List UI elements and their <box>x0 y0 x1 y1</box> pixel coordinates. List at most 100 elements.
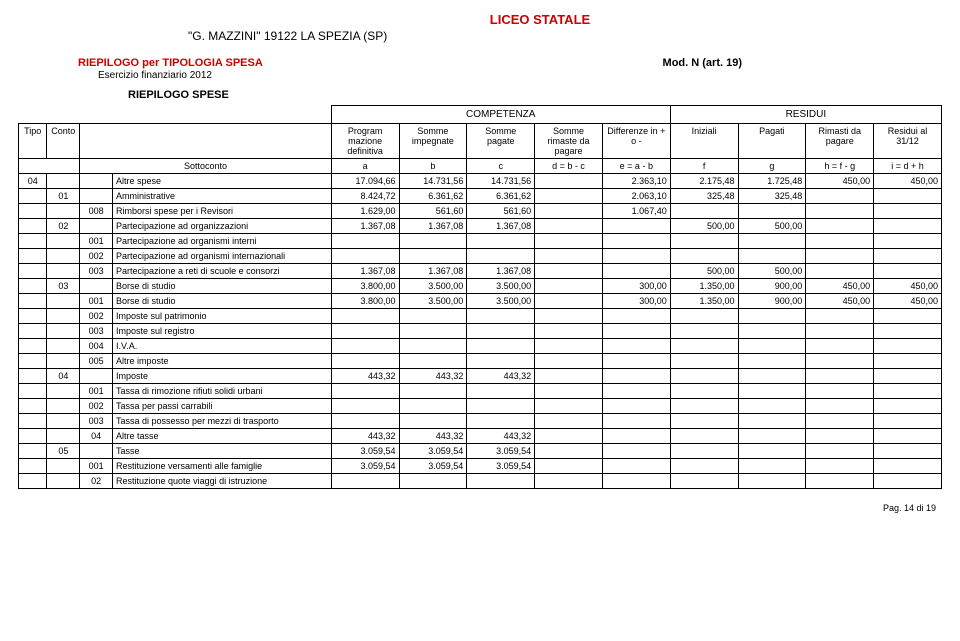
cell-b <box>399 339 467 354</box>
cell-tipo <box>19 384 47 399</box>
cell-i <box>874 234 942 249</box>
cell-g <box>738 309 806 324</box>
table-row: 001Borse di studio3.800,003.500,003.500,… <box>19 294 942 309</box>
cell-tipo <box>19 324 47 339</box>
cell-h <box>806 369 874 384</box>
cell-d <box>535 279 603 294</box>
cell-b <box>399 474 467 489</box>
cell-desc: I.V.A. <box>113 339 332 354</box>
table-row: 04Altre tasse443,32443,32443,32 <box>19 429 942 444</box>
col-blank <box>80 124 332 159</box>
cell-conto <box>47 399 80 414</box>
cell-h <box>806 414 874 429</box>
col-a: Program mazione definitiva <box>331 124 399 159</box>
cell-sottoconto: 008 <box>80 204 113 219</box>
cell-h <box>806 189 874 204</box>
cell-c <box>467 309 535 324</box>
cell-e <box>602 399 670 414</box>
cell-i <box>874 459 942 474</box>
cell-a <box>331 384 399 399</box>
cell-e <box>602 384 670 399</box>
cell-c <box>467 384 535 399</box>
cell-sottoconto: 005 <box>80 354 113 369</box>
cell-f: 500,00 <box>670 219 738 234</box>
col-h: Rimasti da pagare <box>806 124 874 159</box>
cell-g <box>738 339 806 354</box>
cell-g <box>738 249 806 264</box>
cell-f <box>670 429 738 444</box>
cell-desc: Altre spese <box>113 174 332 189</box>
cell-conto: 01 <box>47 189 80 204</box>
table-row: 05Tasse3.059,543.059,543.059,54 <box>19 444 942 459</box>
cell-h <box>806 219 874 234</box>
cell-h <box>806 474 874 489</box>
cell-f <box>670 234 738 249</box>
table-row: 001Tassa di rimozione rifiuti solidi urb… <box>19 384 942 399</box>
cell-b: 3.059,54 <box>399 444 467 459</box>
cell-tipo <box>19 429 47 444</box>
cell-a: 3.059,54 <box>331 459 399 474</box>
cell-h <box>806 399 874 414</box>
exercise-label: Esercizio finanziario 2012 <box>18 70 942 81</box>
cell-e <box>602 234 670 249</box>
cell-sottoconto: 002 <box>80 309 113 324</box>
cell-e <box>602 429 670 444</box>
cell-d <box>535 219 603 234</box>
formula-i: i = d + h <box>874 159 942 174</box>
cell-sottoconto <box>80 444 113 459</box>
cell-g: 900,00 <box>738 294 806 309</box>
cell-b: 443,32 <box>399 429 467 444</box>
cell-d <box>535 414 603 429</box>
col-f: Iniziali <box>670 124 738 159</box>
cell-e: 2.063,10 <box>602 189 670 204</box>
cell-d <box>535 234 603 249</box>
cell-d <box>535 354 603 369</box>
cell-f: 2.175,48 <box>670 174 738 189</box>
cell-i: 450,00 <box>874 279 942 294</box>
cell-conto <box>47 339 80 354</box>
cell-d <box>535 444 603 459</box>
cell-conto <box>47 174 80 189</box>
cell-g: 500,00 <box>738 219 806 234</box>
cell-a: 8.424,72 <box>331 189 399 204</box>
col-conto: Conto <box>47 124 80 159</box>
cell-conto <box>47 324 80 339</box>
cell-f: 325,48 <box>670 189 738 204</box>
cell-e: 300,00 <box>602 294 670 309</box>
cell-f <box>670 474 738 489</box>
cell-h <box>806 459 874 474</box>
cell-tipo <box>19 459 47 474</box>
cell-b: 3.059,54 <box>399 459 467 474</box>
col-b: Somme impegnate <box>399 124 467 159</box>
cell-c <box>467 474 535 489</box>
cell-a: 3.059,54 <box>331 444 399 459</box>
cell-g <box>738 444 806 459</box>
cell-tipo <box>19 234 47 249</box>
cell-g <box>738 414 806 429</box>
cell-desc: Restituzione versamenti alle famiglie <box>113 459 332 474</box>
cell-g <box>738 234 806 249</box>
table-row: 04Imposte443,32443,32443,32 <box>19 369 942 384</box>
cell-e <box>602 369 670 384</box>
cell-b <box>399 354 467 369</box>
cell-a <box>331 339 399 354</box>
cell-tipo <box>19 339 47 354</box>
cell-sottoconto: 004 <box>80 339 113 354</box>
cell-tipo <box>19 264 47 279</box>
cell-conto <box>47 459 80 474</box>
cell-tipo <box>19 204 47 219</box>
cell-tipo <box>19 354 47 369</box>
cell-d <box>535 324 603 339</box>
cell-conto: 04 <box>47 369 80 384</box>
cell-i <box>874 474 942 489</box>
cell-desc: Imposte sul registro <box>113 324 332 339</box>
cell-c <box>467 249 535 264</box>
cell-g <box>738 399 806 414</box>
cell-e <box>602 354 670 369</box>
table-row: 02Restituzione quote viaggi di istruzion… <box>19 474 942 489</box>
cell-sottoconto: 003 <box>80 264 113 279</box>
table-row: 02Partecipazione ad organizzazioni1.367,… <box>19 219 942 234</box>
cell-c: 561,60 <box>467 204 535 219</box>
cell-desc: Amministrative <box>113 189 332 204</box>
cell-sottoconto: 003 <box>80 414 113 429</box>
